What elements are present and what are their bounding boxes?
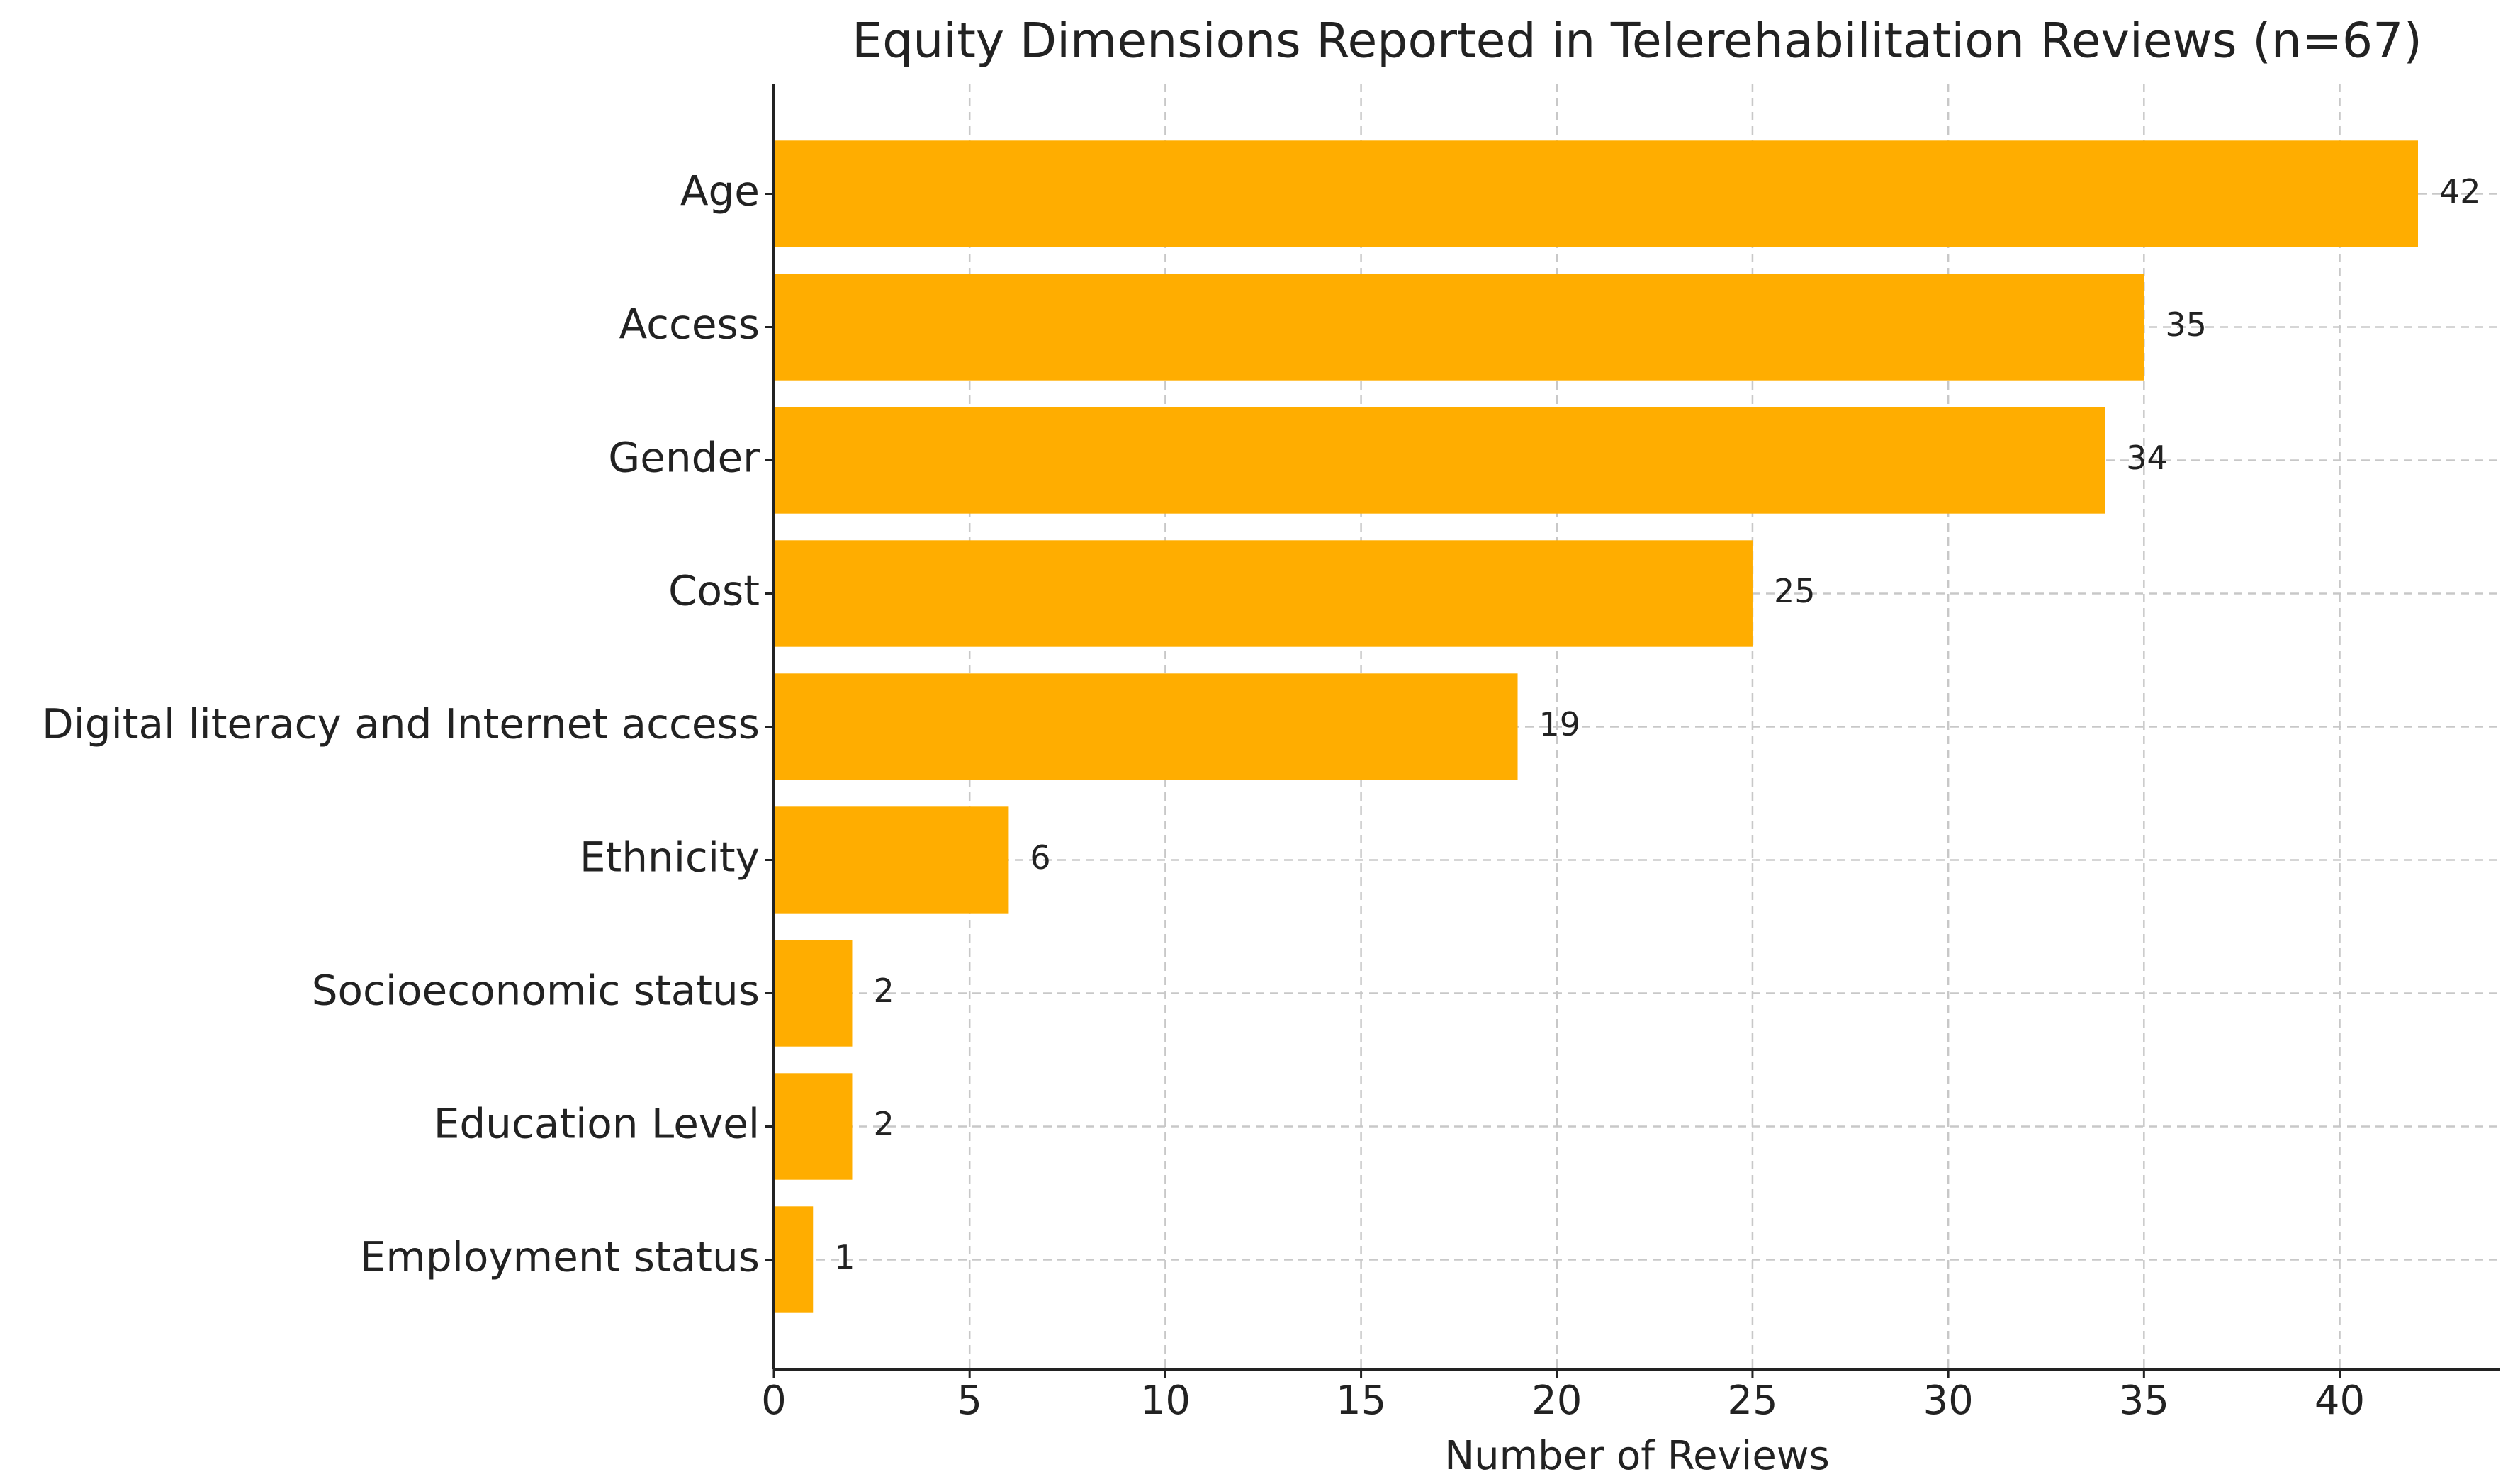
value-label: 1: [834, 1238, 855, 1276]
bar: [774, 1206, 814, 1313]
value-label: 25: [1774, 572, 1816, 610]
value-label: 34: [2126, 439, 2168, 477]
x-tick-label: 30: [1923, 1378, 1974, 1424]
bar: [774, 540, 1753, 647]
x-axis-label: Number of Reviews: [1444, 1433, 1830, 1479]
x-tick-label: 20: [1531, 1378, 1582, 1424]
bar: [774, 1073, 853, 1180]
bar: [774, 274, 2144, 381]
x-tick-label: 0: [761, 1378, 787, 1424]
x-tick-label: 35: [2119, 1378, 2169, 1424]
y-tick-label: Cost: [668, 567, 760, 615]
value-label: 2: [873, 972, 894, 1010]
value-label: 19: [1539, 705, 1581, 743]
y-tick-label: Access: [619, 300, 760, 349]
value-label: 2: [873, 1105, 894, 1143]
y-tick-label: Gender: [608, 434, 760, 482]
bar: [774, 407, 2105, 514]
y-tick-label: Education Level: [434, 1100, 760, 1148]
bar: [774, 806, 1009, 914]
y-tick-label: Digital literacy and Internet access: [42, 700, 760, 748]
value-label: 35: [2165, 305, 2207, 344]
x-tick-label: 25: [1727, 1378, 1777, 1424]
bar: [774, 140, 2418, 247]
value-label: 6: [1030, 838, 1050, 877]
bar: [774, 940, 853, 1047]
chart-title: Equity Dimensions Reported in Telerehabi…: [852, 13, 2422, 69]
x-tick-label: 5: [957, 1378, 982, 1424]
y-tick-label: Ethnicity: [580, 833, 760, 882]
bar: [774, 673, 1518, 780]
value-label: 42: [2439, 172, 2481, 210]
x-tick-label: 40: [2315, 1378, 2365, 1424]
y-tick-label: Age: [680, 167, 760, 215]
x-tick-label: 15: [1336, 1378, 1386, 1424]
x-tick-label: 10: [1140, 1378, 1191, 1424]
y-tick-label: Employment status: [360, 1233, 760, 1281]
y-tick-label: Socioeconomic status: [312, 967, 760, 1015]
